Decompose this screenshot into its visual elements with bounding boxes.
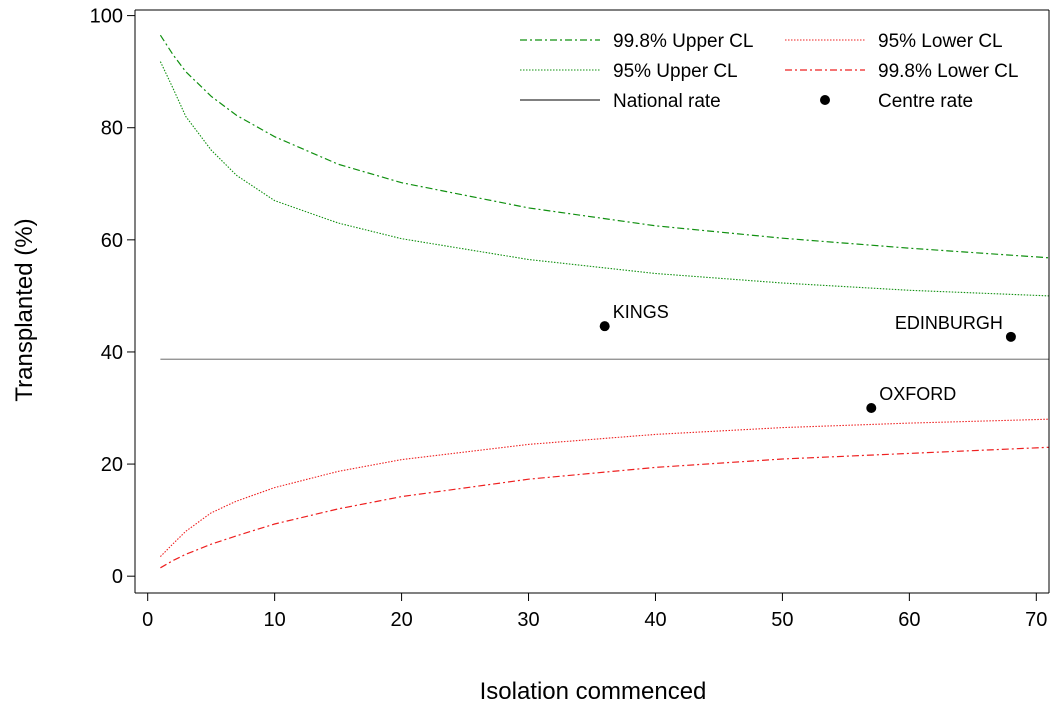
legend-label-lower95: 95% Lower CL: [878, 31, 1003, 52]
series-line-upper998: [159, 34, 1049, 259]
legend-label-national: National rate: [613, 91, 721, 112]
legend-label-upper998: 99.8% Upper CL: [613, 31, 753, 52]
x-tick-label: 50: [771, 609, 793, 631]
y-tick-label: 80: [101, 118, 123, 140]
legend-swatch-centre: [820, 95, 830, 105]
legend-label-lower998: 99.8% Lower CL: [878, 61, 1018, 82]
legend: 99.8% Upper CL 95% Upper CL National rate 9…: [520, 31, 1018, 112]
axis-layer: 0 10 20 30 40 50 60 70 0 20 40 60 80 100: [90, 6, 1050, 631]
plot-area: [159, 34, 1049, 569]
centre-point-edinburgh: [1005, 331, 1016, 342]
x-tick-label: 70: [1025, 609, 1047, 631]
centre-point-label: OXFORD: [879, 384, 956, 404]
centre-point-label: EDINBURGH: [895, 313, 1003, 333]
series-line-lower998: [160, 446, 1049, 569]
y-tick-label: 20: [101, 454, 123, 476]
x-tick-label: 60: [898, 609, 920, 631]
x-tick-label: 40: [644, 609, 666, 631]
y-tick-label: 0: [112, 566, 123, 588]
x-tick-label: 30: [517, 609, 539, 631]
series-line-upper95: [159, 61, 1049, 297]
centre-point-label: KINGS: [613, 302, 669, 322]
x-tick-label: 20: [390, 609, 412, 631]
y-tick-label: 40: [101, 342, 123, 364]
plot-layer: KINGS EDINBURGH OXFORD: [159, 34, 1049, 569]
y-tick-label: 60: [101, 230, 123, 252]
centre-point-kings: [599, 321, 610, 332]
legend-label-upper95: 95% Upper CL: [613, 61, 738, 82]
centre-point-oxford: [866, 403, 877, 414]
y-axis-title: Transplanted (%): [11, 218, 38, 401]
x-tick-label: 10: [264, 609, 286, 631]
y-tick-label: 100: [90, 6, 123, 28]
x-axis-title: Isolation commenced: [480, 678, 707, 702]
series-line-lower95: [160, 418, 1049, 557]
legend-label-centre: Centre rate: [878, 91, 973, 112]
x-tick-label: 0: [142, 609, 153, 631]
